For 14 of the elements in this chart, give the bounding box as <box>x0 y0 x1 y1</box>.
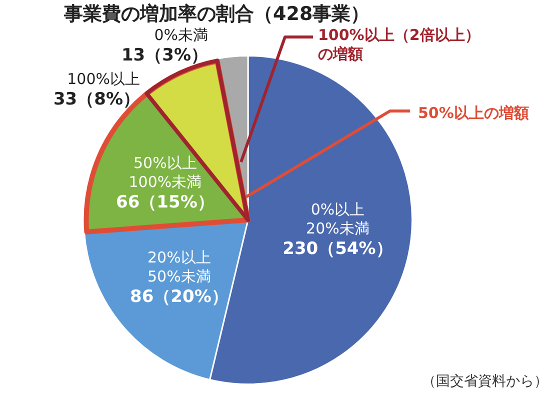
data-label: 230（54%） <box>282 239 393 260</box>
slice-label: 50%以上 100%未満 <box>128 154 202 191</box>
slice-label: 100%以上 <box>67 70 140 88</box>
slice-label: 20%以上 50%未満 <box>148 248 211 286</box>
slice-label: 0%以上 20%未満 <box>306 200 370 238</box>
text: 100%以上（2倍以上）の増額 <box>318 26 480 63</box>
data-label: 13（3%） <box>121 45 208 66</box>
data-label: 33（8%） <box>53 89 140 110</box>
slice-label: 0%未満 <box>154 26 208 44</box>
text: （国交省資料から） <box>422 374 548 390</box>
data-label: 86（20%） <box>130 286 228 307</box>
data-label: 66（15%） <box>116 192 214 212</box>
chart-title: 事業費の増加率の割合（428事業） <box>63 2 370 25</box>
text: 50%以上の増額 <box>418 104 529 122</box>
